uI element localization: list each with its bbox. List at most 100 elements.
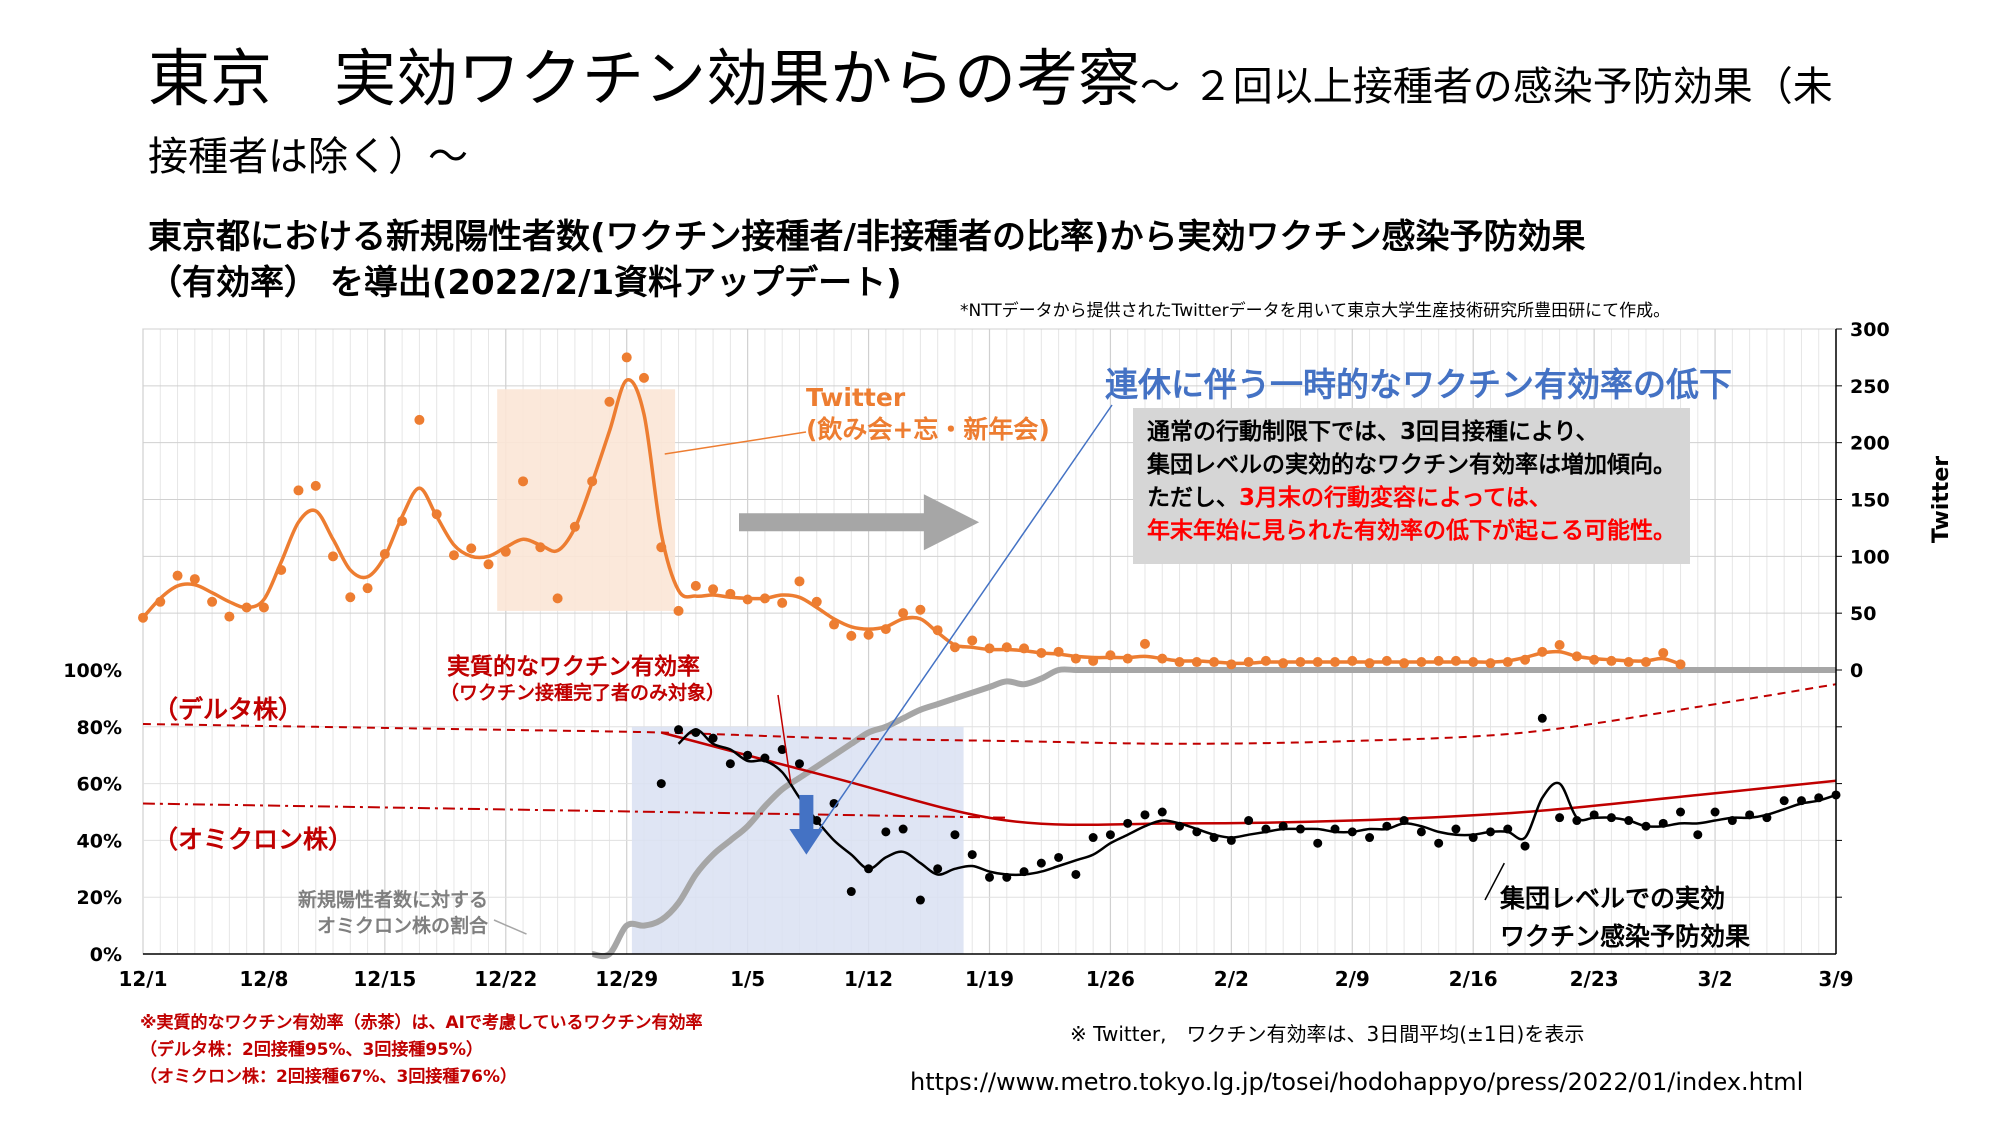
twitter-point: [1088, 655, 1099, 666]
group-efficacy-point: [1589, 810, 1599, 820]
twitter-point: [397, 516, 408, 527]
x-tick-label: 12/1: [118, 967, 167, 991]
twitter-point: [811, 596, 822, 607]
y-left-tick-label: 60%: [77, 774, 122, 796]
group-efficacy-point: [1555, 813, 1565, 823]
twitter-label-line-2: (飲み会+忘・新年会): [806, 415, 1050, 444]
twitter-point: [431, 509, 442, 520]
group-efficacy-point: [1278, 821, 1288, 831]
group-efficacy-point: [812, 816, 822, 826]
twitter-point: [328, 551, 339, 562]
group-efficacy-point: [1434, 838, 1444, 848]
twitter-point: [414, 414, 425, 425]
callout-box: 通常の行動制限下では、3回目接種により、 集団レベルの実効的なワクチン有効率は増…: [1133, 408, 1690, 564]
twitter-point: [1122, 653, 1133, 664]
group-efficacy-point: [777, 745, 787, 755]
group-efficacy-point: [1727, 816, 1737, 826]
group-efficacy-point: [1658, 818, 1668, 828]
twitter-point: [1589, 654, 1600, 665]
twitter-point: [500, 546, 511, 557]
y-right-tick-label: 50: [1850, 603, 1876, 625]
twitter-point: [1260, 655, 1271, 666]
twitter-point: [1001, 642, 1012, 653]
callout-line-4: 年末年始に見られた有効率の低下が起こる可能性。: [1147, 518, 1676, 544]
twitter-point: [604, 396, 615, 407]
footnote-averaging: ※ Twitter, ワクチン有効率は、3日間平均(±1日)を表示: [1070, 1022, 1585, 1046]
group-efficacy-point: [1745, 810, 1755, 820]
callout-line-3a: ただし、: [1147, 485, 1239, 511]
group-efficacy-point: [656, 779, 666, 789]
twitter-point: [1433, 655, 1444, 666]
group-efficacy-point: [725, 759, 735, 769]
y-right-tick-label: 100: [1850, 546, 1890, 568]
callout-line-3: ただし、3月末の行動変容によっては、: [1147, 482, 1676, 515]
y-right-tick-label: 150: [1850, 490, 1890, 512]
group-efficacy-point: [1313, 838, 1323, 848]
x-tick-label: 2/2: [1214, 967, 1249, 991]
delta-label: （デルタ株）: [153, 695, 304, 724]
group-efficacy-point: [1140, 810, 1150, 820]
chart-axes: 12/1 12/8 12/15 12/22 12/29 1/5 1/12 1/19 1/26 2/…: [63, 319, 1954, 991]
twitter-point: [1468, 657, 1479, 668]
twitter-point: [155, 596, 166, 607]
twitter-leader-line: [664, 431, 807, 455]
ai-efficacy-leader-line: [777, 694, 792, 784]
footnote-line-3: （オミクロン株：2回接種67%、3回接種76%）: [140, 1067, 518, 1087]
title-tail: ～ ２回以上接種者の感染予防効果（未接種者は除く）～: [148, 64, 1833, 180]
y-right-axis-title: Twitter: [1929, 456, 1954, 543]
y-right-tick-label: 250: [1850, 376, 1890, 398]
twitter-point: [1105, 650, 1116, 661]
twitter-point: [293, 485, 304, 496]
group-efficacy-point: [1105, 830, 1115, 840]
twitter-point: [172, 570, 183, 581]
x-tick-label: 2/16: [1449, 967, 1498, 991]
twitter-point: [1485, 658, 1496, 669]
group-efficacy-point: [1416, 827, 1426, 837]
group-efficacy-point: [1157, 807, 1167, 817]
group-efficacy-point: [1365, 833, 1375, 843]
group-efficacy-point: [1693, 830, 1703, 840]
twitter-point: [1347, 655, 1358, 666]
footnote-line-1: ※実質的なワクチン有効率（赤茶）は、AIで考慮しているワクチン有効率: [140, 1013, 703, 1033]
twitter-point: [1053, 646, 1064, 657]
ai-efficacy-label: 実質的なワクチン有効率: [447, 654, 700, 680]
chart-subtitle: 東京都における新規陽性者数(ワクチン接種者/非接種者の比率)から実効ワクチン感染…: [148, 214, 1788, 306]
twitter-point: [483, 559, 494, 570]
twitter-point: [846, 630, 857, 641]
callout-line-1: 通常の行動制限下では、3回目接種により、: [1147, 419, 1599, 445]
callout-line-3b: 3月末の行動変容によっては、: [1239, 485, 1552, 511]
x-tick-label: 1/12: [844, 967, 893, 991]
group-efficacy-point: [950, 830, 960, 840]
callout-title: 連休に伴う一時的なワクチン有効率の低下: [1105, 365, 1732, 404]
y-left-tick-label: 0%: [90, 944, 122, 966]
twitter-point: [345, 592, 356, 603]
twitter-point: [1381, 655, 1392, 666]
x-tick-label: 2/23: [1570, 967, 1619, 991]
group-efficacy-line-1: 集団レベルでの実効: [1500, 884, 1726, 913]
group-efficacy-label: 集団レベルでの実効 ワクチン感染予防効果: [1500, 880, 1750, 956]
group-efficacy-line-2: ワクチン感染予防効果: [1500, 922, 1751, 951]
twitter-point: [708, 584, 719, 595]
group-efficacy-point: [1451, 824, 1461, 834]
twitter-point: [466, 543, 477, 554]
twitter-point: [725, 588, 736, 599]
twitter-point: [1537, 646, 1548, 657]
twitter-point: [759, 593, 770, 604]
twitter-point: [1070, 653, 1081, 664]
group-efficacy-point: [1019, 867, 1029, 877]
page-title: 東京 実効ワクチン効果からの考察～ ２回以上接種者の感染予防効果（未接種者は除く…: [148, 48, 1868, 196]
group-efficacy-point: [708, 733, 718, 743]
source-note: *NTTデータから提供されたTwitterデータを用いて東京大学生産技術研究所豊…: [960, 301, 1671, 321]
twitter-point: [138, 612, 148, 623]
x-tick-label: 12/29: [595, 967, 658, 991]
twitter-series-label: Twitter (飲み会+忘・新年会): [806, 382, 1050, 446]
group-efficacy-point: [1606, 813, 1616, 823]
group-efficacy-point: [674, 725, 684, 735]
twitter-point: [1174, 657, 1185, 668]
twitter-point: [829, 619, 840, 630]
twitter-point: [587, 476, 598, 487]
group-efficacy-point: [1209, 833, 1219, 843]
group-efficacy-point: [1485, 827, 1495, 837]
group-efficacy-point: [1295, 824, 1305, 834]
twitter-point: [1226, 659, 1237, 670]
